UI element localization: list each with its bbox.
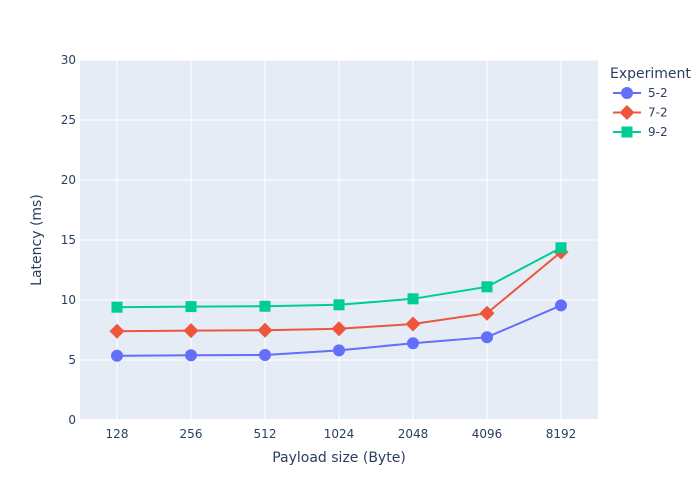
data-point (479, 305, 495, 321)
y-tick-label: 25 (61, 113, 76, 127)
legend-label: 5-2 (648, 86, 668, 100)
x-tick-label: 256 (180, 427, 203, 441)
legend: Experiment 5-2 7-2 9-2 (610, 66, 691, 139)
y-tick-labels: 0 5 10 15 20 25 30 (61, 53, 76, 427)
data-point (185, 349, 197, 362)
series-9-2 (111, 242, 567, 313)
data-point (405, 316, 421, 332)
y-tick-label: 20 (61, 173, 76, 187)
data-point (331, 321, 347, 337)
legend-item[interactable]: 7-2 (613, 105, 668, 120)
data-point (109, 323, 125, 339)
legend-title: Experiment (610, 66, 691, 82)
data-point (259, 300, 271, 312)
data-point (407, 293, 419, 305)
series-5-2 (111, 299, 567, 362)
legend-marker (619, 105, 635, 120)
x-tick-label: 128 (106, 427, 129, 441)
data-point (259, 348, 271, 361)
x-axis-title: Payload size (Byte) (272, 450, 406, 466)
y-tick-label: 10 (61, 293, 76, 307)
y-axis-title: Latency (ms) (29, 194, 45, 286)
legend-item[interactable]: 9-2 (613, 125, 668, 139)
legend-marker (621, 87, 633, 99)
series-group (109, 242, 569, 362)
x-tick-label: 2048 (398, 427, 429, 441)
data-point (257, 322, 273, 338)
data-point (481, 331, 493, 344)
y-tick-label: 15 (61, 233, 76, 247)
data-point (555, 242, 567, 254)
x-tick-label: 4096 (472, 427, 503, 441)
x-tick-label: 8192 (546, 427, 577, 441)
data-point (183, 323, 199, 339)
data-point (407, 337, 419, 350)
legend-item[interactable]: 5-2 (613, 86, 668, 100)
y-tick-label: 0 (68, 413, 76, 427)
legend-label: 7-2 (648, 106, 668, 120)
legend-label: 9-2 (648, 125, 668, 139)
data-point (333, 299, 345, 311)
x-tick-label: 1024 (324, 427, 355, 441)
x-tick-labels: 128 256 512 1024 2048 4096 8192 (106, 427, 577, 441)
data-point (111, 349, 123, 362)
data-point (481, 281, 493, 293)
data-point (185, 301, 197, 313)
data-point (555, 299, 567, 312)
y-tick-label: 30 (61, 53, 76, 67)
x-tick-label: 512 (254, 427, 277, 441)
legend-marker (621, 126, 633, 138)
data-point (111, 301, 123, 313)
data-point (333, 344, 345, 357)
y-tick-label: 5 (68, 353, 76, 367)
